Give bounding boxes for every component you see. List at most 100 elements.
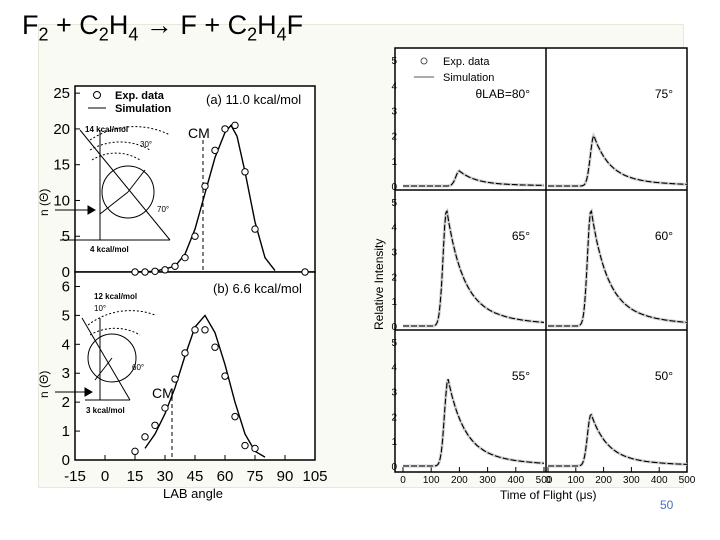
tof-ytick-label: 3 <box>391 248 397 259</box>
tof-xtick-label: 200 <box>451 475 468 486</box>
panel-a-data-point <box>251 225 259 233</box>
panel-a-cm-label: CM <box>188 125 210 141</box>
newton-diagram-b <box>55 310 156 401</box>
tof-xlabel: Time of Flight (μs) <box>500 488 596 502</box>
newton-b-angle2: 60° <box>132 363 144 372</box>
left-xtick-label: 15 <box>127 468 144 485</box>
tof-ytick-label: 5 <box>391 338 397 349</box>
panel-b-data-point <box>171 375 179 383</box>
tof-ytick-label: 2 <box>391 272 397 283</box>
tof-ytick-label: 4 <box>391 223 397 234</box>
newton-a-outer-label: 14 kcal/mol <box>85 125 128 134</box>
panel-b-data-point <box>131 447 139 456</box>
panel-b-data-point <box>221 372 229 380</box>
panel-a-data-point <box>221 125 229 133</box>
panel-b-data-point <box>141 433 149 441</box>
tof-panel-label: 60° <box>655 229 673 243</box>
newton-a-angle2: 70° <box>157 205 169 214</box>
newton-a-inner-label: 4 kcal/mol <box>90 245 129 254</box>
left-xtick-label: 75 <box>247 468 264 485</box>
panel-b-data-point <box>181 349 189 357</box>
panel-a-data-point <box>161 266 169 274</box>
tof-legend-sim-label: Simulation <box>443 72 494 84</box>
panel-b-cm-label: CM <box>152 385 174 401</box>
tof-simulation-curve <box>548 413 688 467</box>
tof-simulation-curve <box>548 209 688 327</box>
tof-xtick-label: 200 <box>595 475 612 486</box>
tof-ytick-label: 2 <box>391 132 397 143</box>
tof-ytick-label: 3 <box>391 388 397 399</box>
panel-a-data-point <box>151 267 159 275</box>
tof-xtick-label: 400 <box>651 475 668 486</box>
left-xtick-label: -15 <box>64 468 86 485</box>
legend-exp-label: Exp. data <box>115 90 165 102</box>
tof-ytick-label: 5 <box>391 56 397 67</box>
panel-b-ytick-label: 4 <box>62 336 70 353</box>
panel-a-label: (a) 11.0 kcal/mol <box>206 92 301 107</box>
panel-b-data-point <box>151 421 159 429</box>
left-xlabel: LAB angle <box>163 486 223 501</box>
left-xtick-label: 60 <box>217 468 234 485</box>
tof-xtick-label: 500 <box>536 475 553 486</box>
panel-a-ytick-label: 25 <box>53 85 70 102</box>
tof-ylabel: Relative Intensity <box>372 239 386 330</box>
panel-a-ytick-label: 0 <box>62 264 70 281</box>
panel-b-data-point <box>161 404 169 412</box>
panel-b-label: (b) 6.6 kcal/mol <box>213 281 302 296</box>
tof-xtick-label: 0 <box>545 475 551 486</box>
panel-b-data-point <box>231 412 239 421</box>
tof-ytick-label: 0 <box>391 462 397 473</box>
panel-a-data-point <box>181 253 189 262</box>
tof-panel-label: 55° <box>512 369 530 383</box>
tof-panel-label: θLAB=80° <box>475 87 530 101</box>
tof-xtick-label: 100 <box>567 475 584 486</box>
panel-b-ytick-label: 5 <box>62 307 70 324</box>
panel-a-data-point <box>241 168 249 176</box>
panel-b-data-point <box>241 441 249 450</box>
newton-b-angle1: 10° <box>94 304 106 313</box>
panel-b-ytick-label: 3 <box>62 365 70 382</box>
newton-diagram-a <box>55 126 171 241</box>
left-xtick-label: 45 <box>187 468 204 485</box>
tof-ytick-label: 4 <box>391 363 397 374</box>
panel-a-data-point <box>131 268 139 276</box>
tof-simulation-curve <box>403 378 544 467</box>
panel-a-ytick-label: 15 <box>53 157 70 174</box>
panel-b-data-point <box>191 326 199 334</box>
tof-ytick-label: 5 <box>391 198 397 209</box>
newton-b-inner-label: 3 kcal/mol <box>86 406 125 415</box>
tof-ytick-label: 2 <box>391 412 397 423</box>
tof-simulation-curve <box>403 209 545 327</box>
tof-panel-label: 75° <box>655 87 673 101</box>
newton-a-angle1: 30° <box>140 140 152 149</box>
tof-ytick-label: 1 <box>391 297 397 308</box>
panel-b-data-point <box>251 444 259 453</box>
panel-b-ylabel: n (Θ) <box>37 371 51 398</box>
tof-xtick-label: 300 <box>479 475 496 486</box>
panel-a-data-point <box>231 121 239 130</box>
panel-a-ylabel: n (Θ) <box>37 189 51 216</box>
tof-ytick-label: 3 <box>391 106 397 117</box>
legend-sim-label: Simulation <box>115 103 172 115</box>
panel-b-ytick-label: 6 <box>62 278 70 295</box>
panel-b-ytick-label: 2 <box>62 394 70 411</box>
left-xtick-label: 105 <box>302 468 327 485</box>
tof-xtick-label: 300 <box>623 475 640 486</box>
tof-frame <box>394 47 688 473</box>
tof-ytick-label: 0 <box>391 322 397 333</box>
tof-xtick-label: 400 <box>507 475 524 486</box>
left-xtick-label: 30 <box>157 468 174 485</box>
legend-exp-marker <box>93 91 101 99</box>
panel-b-simulation-line <box>144 314 266 458</box>
panel-b-ytick-label: 0 <box>62 452 70 469</box>
tof-xtick-label: 500 <box>679 475 696 486</box>
tof-ytick-label: 4 <box>391 81 397 92</box>
panel-a-data-point <box>301 268 309 276</box>
panel-b-ytick-label: 1 <box>62 423 70 440</box>
panel-a-data-point <box>191 232 199 240</box>
tof-ytick-label: 1 <box>391 157 397 168</box>
panel-a-ytick-label: 20 <box>53 121 70 138</box>
panel-a-data-point <box>211 146 219 155</box>
